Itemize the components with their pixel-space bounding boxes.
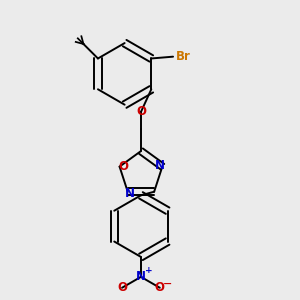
Text: +: +	[145, 266, 153, 275]
Text: Br: Br	[176, 50, 191, 63]
Text: N: N	[136, 270, 146, 284]
Text: N: N	[154, 159, 164, 172]
Text: O: O	[155, 281, 165, 294]
Text: O: O	[117, 281, 127, 294]
Text: O: O	[136, 105, 146, 119]
Text: −: −	[163, 279, 172, 289]
Text: N: N	[124, 187, 134, 200]
Text: O: O	[118, 160, 128, 173]
